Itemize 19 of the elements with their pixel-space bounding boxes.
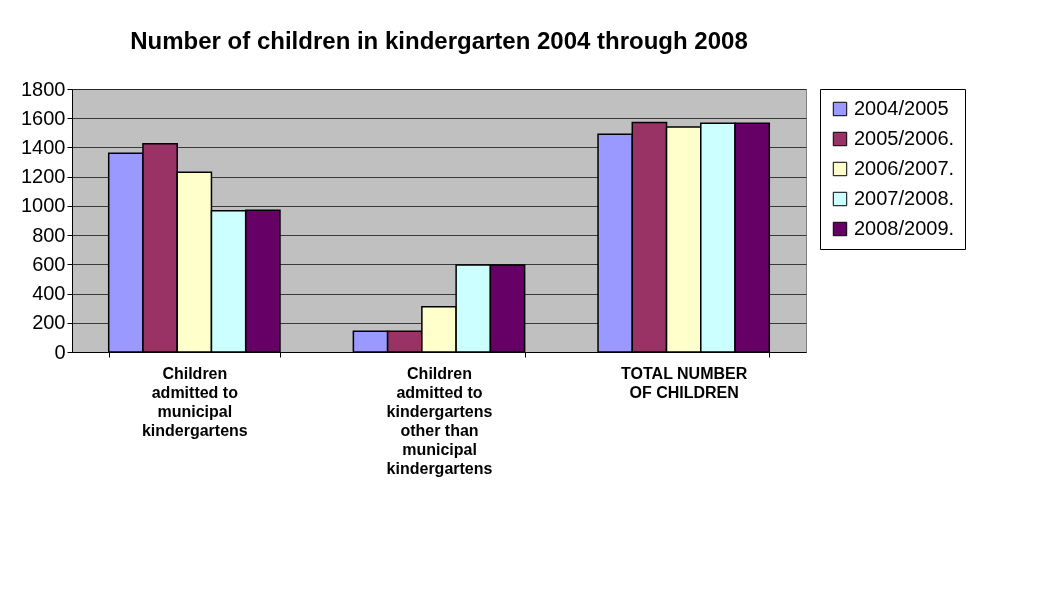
y-tick-label: 1200 (21, 165, 66, 188)
y-tick-label: 800 (32, 223, 66, 246)
y-tick-label: 600 (32, 252, 66, 275)
y-tick-label: 1000 (21, 194, 66, 217)
y-tick-label: 0 (54, 340, 66, 363)
y-tick-label: 1800 (21, 77, 66, 100)
x-tick-label: TOTAL NUMBER OF CHILDREN (621, 364, 748, 401)
legend-label: 2005/2006. (854, 127, 955, 149)
legend-label: 2007/2008. (854, 187, 955, 209)
y-tick-label: 1600 (21, 106, 66, 129)
y-tick-label: 400 (32, 282, 66, 305)
chart-title: Number of children in kindergarten 2004 through 2008 (130, 27, 748, 54)
legend-label: 2006/2007. (854, 157, 955, 179)
x-tick-label: Children admitted to kindergartens other than municipal kindergartens (386, 364, 493, 477)
y-tick-label: 1400 (21, 135, 66, 158)
x-tick-label: Children admitted to municipal kindergartens (141, 364, 248, 439)
legend-label: 2008/2009. (854, 217, 955, 239)
y-tick-label: 200 (32, 311, 66, 334)
legend-label: 2004/2005 (854, 97, 949, 119)
